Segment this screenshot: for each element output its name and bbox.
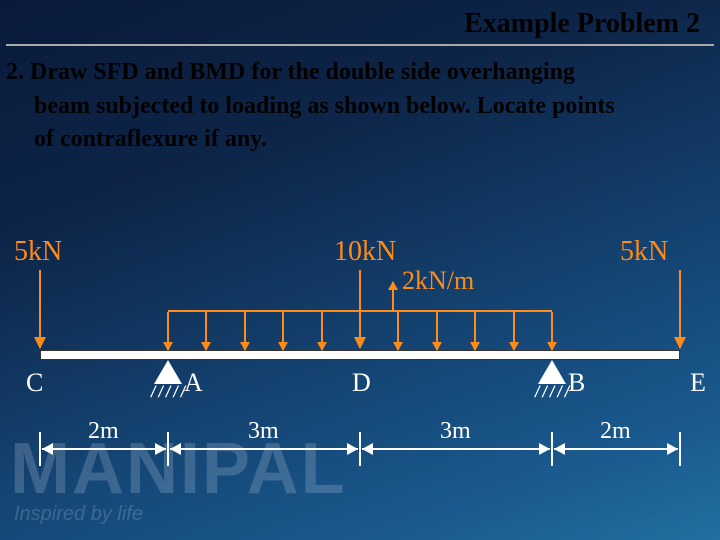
beam bbox=[40, 350, 680, 360]
dim-tick bbox=[167, 432, 169, 466]
point-load-label-d: 10kN bbox=[334, 236, 396, 268]
dim-line bbox=[42, 448, 166, 450]
dim-tick bbox=[39, 432, 41, 466]
problem-statement: 2. Draw SFD and BMD for the double side … bbox=[0, 56, 720, 157]
problem-line-2: beam subjected to loading as shown below… bbox=[6, 90, 708, 124]
point-load-label-c: 5kN bbox=[14, 236, 62, 268]
dim-arrow bbox=[155, 443, 166, 455]
dim-tick bbox=[551, 432, 553, 466]
point-load-d bbox=[359, 270, 361, 348]
node-label-c: C bbox=[26, 368, 43, 398]
udl-label: 2kN/m bbox=[402, 266, 474, 296]
dim-arrow bbox=[170, 443, 181, 455]
udl-top bbox=[168, 310, 552, 312]
dim-arrow bbox=[539, 443, 550, 455]
dim-label: 3m bbox=[248, 418, 279, 445]
node-label-e: E bbox=[690, 368, 706, 398]
udl-arrow bbox=[474, 312, 476, 350]
dim-tick bbox=[359, 432, 361, 466]
dim-arrow bbox=[554, 443, 565, 455]
dim-tick bbox=[679, 432, 681, 466]
udl-arrow bbox=[321, 312, 323, 350]
udl-arrow bbox=[205, 312, 207, 350]
udl-arrow bbox=[282, 312, 284, 350]
beam-diagram: //////////5kN10kN5kN2kN/mCADBE2m3m3m2m bbox=[0, 230, 720, 530]
problem-line-1: 2. Draw SFD and BMD for the double side … bbox=[6, 59, 575, 85]
dim-label: 3m bbox=[440, 418, 471, 445]
dim-arrow bbox=[362, 443, 373, 455]
udl-arrow bbox=[513, 312, 515, 350]
dim-line bbox=[362, 448, 550, 450]
dim-line bbox=[170, 448, 358, 450]
node-label-b: B bbox=[568, 368, 585, 398]
dim-arrow bbox=[667, 443, 678, 455]
problem-line-3: of contraflexure if any. bbox=[6, 123, 708, 157]
udl-arrow bbox=[167, 312, 169, 350]
dim-label: 2m bbox=[600, 418, 631, 445]
support-a bbox=[154, 360, 182, 384]
udl-arrow bbox=[436, 312, 438, 350]
dim-line bbox=[554, 448, 678, 450]
slide-title: Example Problem 2 bbox=[0, 0, 720, 44]
udl-leader bbox=[392, 282, 394, 312]
point-load-c bbox=[39, 270, 41, 348]
dim-label: 2m bbox=[88, 418, 119, 445]
point-load-e bbox=[679, 270, 681, 348]
udl-arrow bbox=[551, 312, 553, 350]
slide-content: Example Problem 2 2. Draw SFD and BMD fo… bbox=[0, 0, 720, 540]
dim-arrow bbox=[347, 443, 358, 455]
point-load-label-e: 5kN bbox=[620, 236, 668, 268]
udl-arrow bbox=[397, 312, 399, 350]
support-b bbox=[538, 360, 566, 384]
udl-arrow bbox=[244, 312, 246, 350]
title-rule bbox=[6, 44, 714, 46]
node-label-a: A bbox=[184, 368, 203, 398]
dim-arrow bbox=[42, 443, 53, 455]
node-label-d: D bbox=[352, 368, 371, 398]
